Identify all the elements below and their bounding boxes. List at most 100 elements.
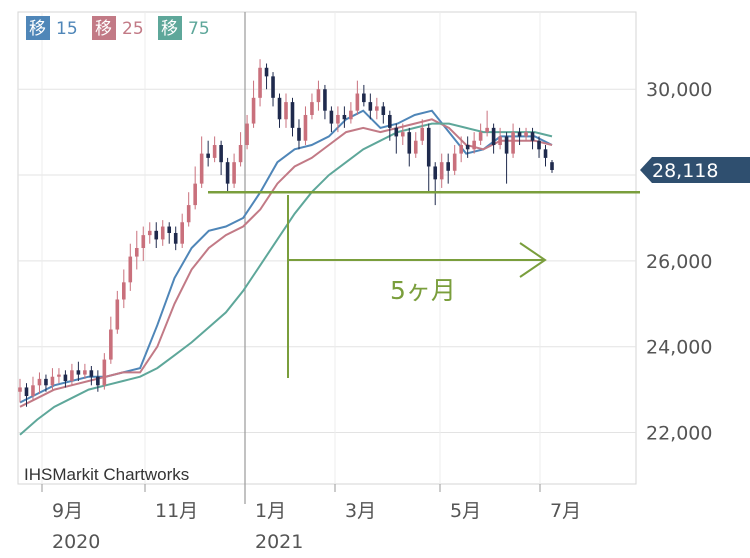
candle-body <box>485 127 489 133</box>
candle-body <box>193 183 197 206</box>
candle-body <box>537 140 541 150</box>
candle-body <box>433 166 438 180</box>
candle-body <box>381 106 386 115</box>
last-price-badge: 28,118 <box>640 157 750 183</box>
candle-body <box>264 67 269 77</box>
candle-body <box>83 370 87 375</box>
legend-value: 15 <box>56 19 78 39</box>
candle-body <box>355 93 360 111</box>
candle-body <box>89 370 94 377</box>
x-tick-label: 5月 <box>450 500 481 522</box>
candle-body <box>147 230 152 236</box>
candle-body <box>160 226 165 240</box>
candle-body <box>400 132 405 137</box>
candle-body <box>336 114 340 124</box>
candle-body <box>452 153 457 171</box>
candle-body <box>134 248 139 257</box>
candle-body <box>303 114 308 141</box>
candle-body <box>388 114 392 128</box>
candle-body <box>504 136 509 154</box>
candle-body <box>251 97 256 124</box>
candle-body <box>238 145 243 163</box>
annotation-arrow-head <box>519 242 547 278</box>
x-tick-label: 1月 <box>255 500 286 522</box>
candle-body <box>368 102 373 111</box>
y-tick-label: 30,000 <box>646 79 712 101</box>
candle-body <box>465 145 470 150</box>
legend-symbol: 移 <box>29 19 46 39</box>
candle-body <box>37 378 42 386</box>
candle-body <box>115 299 120 330</box>
candle-body <box>543 149 548 158</box>
candle-body <box>310 102 314 115</box>
candle-body <box>154 230 159 240</box>
moving-average-lines <box>19 109 553 436</box>
candle-body <box>199 153 204 184</box>
grid-lines <box>18 12 636 484</box>
candle-body <box>57 374 61 377</box>
candle-body <box>550 162 554 170</box>
candle-body <box>524 132 528 137</box>
last-price-badge-shape <box>640 157 750 183</box>
watermark: IHSMarkit Chartworks <box>24 465 189 484</box>
legend-swatch <box>26 16 50 40</box>
candle-body <box>212 145 217 158</box>
candle-body <box>375 106 379 111</box>
legend-value: 25 <box>122 19 144 39</box>
candle-body <box>323 89 327 111</box>
x-tick-label: 11月 <box>155 500 198 522</box>
candle-body <box>362 93 366 103</box>
y-axis-ticks: 30,000 26,000 24,000 22,000 <box>646 79 712 444</box>
legend-swatch <box>92 16 116 40</box>
candle-body <box>258 67 262 98</box>
candle-body <box>31 385 35 397</box>
legend-value: 75 <box>188 19 210 39</box>
candle-body <box>420 127 425 141</box>
candle-body <box>180 222 184 244</box>
candle-body <box>439 162 444 180</box>
candle-body <box>44 378 48 386</box>
candle-body <box>349 110 353 120</box>
candle-body <box>70 370 74 382</box>
candle-body <box>141 235 146 248</box>
candle-body <box>18 387 22 392</box>
candle-body <box>498 136 502 146</box>
candle-body <box>63 374 68 382</box>
last-price-label: 28,118 <box>652 160 718 182</box>
candle-body <box>128 256 133 283</box>
x-tick-label: 3月 <box>345 500 376 522</box>
candle-body <box>342 114 347 120</box>
moving-average-75 <box>19 122 553 436</box>
candle-body <box>186 205 191 223</box>
candle-body <box>50 376 55 386</box>
candle-body <box>232 162 236 184</box>
legend-symbol: 移 <box>95 19 112 39</box>
legend-symbol: 移 <box>161 19 178 39</box>
candle-body <box>96 376 100 386</box>
candle-body <box>109 329 113 360</box>
candle-body <box>472 140 476 150</box>
candle-body <box>277 97 282 120</box>
candle-body <box>290 102 295 128</box>
plot-frame <box>17 11 637 485</box>
candle-body <box>206 153 210 158</box>
x-axis-ticks: 9月 2020 11月 1月 2021 3月 5月 7月 <box>41 484 581 553</box>
candle-body <box>225 162 230 184</box>
candle-body <box>219 145 223 163</box>
legend-swatch <box>158 16 182 40</box>
candle-body <box>271 76 275 98</box>
candle-body <box>76 370 81 375</box>
candle-body <box>446 162 450 171</box>
candle-body <box>491 127 496 146</box>
candle-body <box>530 132 535 141</box>
candle-body <box>407 132 412 154</box>
candle-body <box>167 226 172 233</box>
candlesticks <box>18 59 554 407</box>
annotation-label: 5ヶ月 <box>390 276 456 305</box>
candle-body <box>459 145 463 154</box>
candle-body <box>24 387 29 397</box>
moving-average-25 <box>19 118 553 408</box>
x-tick-label: 9月 <box>52 500 83 522</box>
